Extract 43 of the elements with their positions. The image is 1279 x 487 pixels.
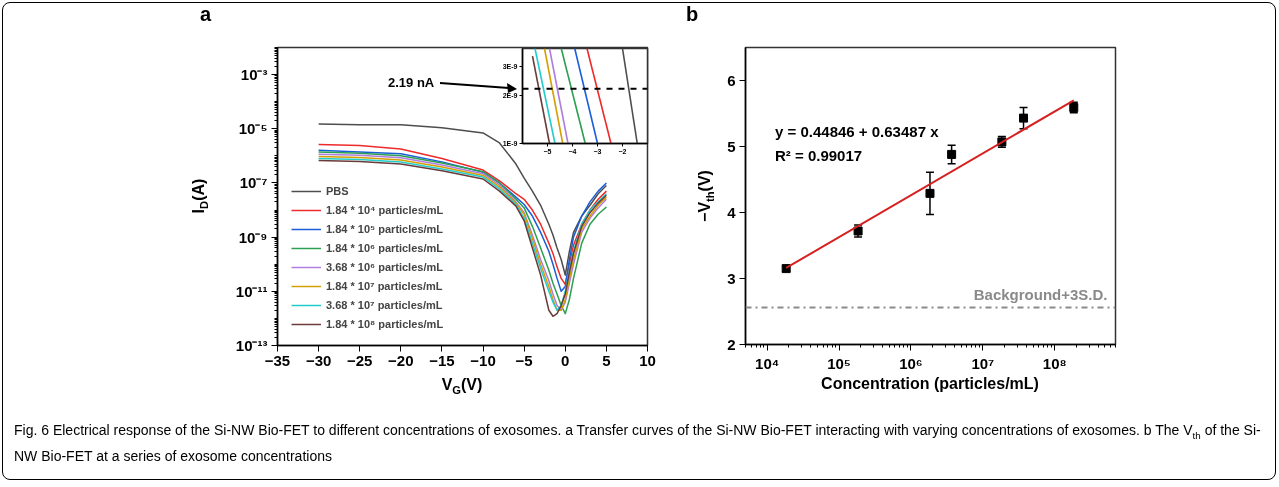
x-tick-label: −10 — [470, 351, 496, 369]
y-tick-label: 10⁻⁹ — [238, 228, 268, 246]
legend-label: 1.84 * 10⁶ particles/mL — [326, 241, 443, 255]
x-tick-label: −35 — [264, 351, 291, 369]
y-tick-label: 2 — [727, 335, 736, 353]
chart-title: b — [686, 3, 699, 26]
x-tick-label: −25 — [347, 351, 373, 369]
x-tick-label: −15 — [429, 351, 455, 369]
x-axis-title: Concentration (particles/mL) — [821, 375, 1039, 393]
legend-label: PBS — [326, 184, 349, 198]
y-tick-label: 10⁻⁷ — [239, 174, 268, 192]
x-tick-label: −30 — [305, 351, 332, 369]
ref-line-label: 2.19 nA — [388, 75, 435, 90]
legend-label: 1.84 * 10⁸ particles/mL — [326, 317, 444, 331]
y-tick-label: 10⁻⁵ — [238, 120, 268, 138]
y-tick-label: 3 — [727, 269, 736, 287]
x-tick-label: 10⁵ — [827, 354, 851, 372]
y-tick-label: 10⁻¹³ — [235, 337, 268, 354]
line-series — [317, 123, 608, 276]
y-tick-label: 10⁻¹¹ — [235, 282, 268, 300]
x-tick-label: 10⁶ — [899, 354, 923, 372]
text: Fig. 6 Electrical response of the Si-NW Bio-FET to different concentrations of exosomes. a Transfer curves of the Si-NW Bio-FET interacting with varying concentrations of exosomes. b The V$_{th}$ of the Si-NW Bio-FET at a series of exosome concentrations — [14, 422, 1261, 464]
annotation: R² = 0.99017 — [775, 147, 863, 164]
x-axis-title: V$_{G}$(V) — [441, 376, 483, 397]
y-tick-label: 10⁻³ — [240, 66, 268, 84]
y-tick-label: 4 — [727, 203, 737, 221]
x-tick-label: 10⁷ — [971, 354, 995, 372]
x-tick-label: 10 — [639, 351, 656, 369]
legend-label: 1.84 * 10⁷ particles/mL — [326, 279, 443, 293]
x-tick-label: 0 — [561, 351, 570, 369]
ref-line-label: Background+3S.D. — [973, 285, 1108, 303]
x-tick-label: 10⁸ — [1042, 354, 1067, 372]
x-tick-label: 5 — [602, 351, 611, 369]
legend-label: 3.68 * 10⁷ particles/mL — [326, 298, 443, 312]
x-tick-label: 10⁴ — [755, 354, 780, 372]
x-tick-label: −5 — [515, 351, 533, 369]
y-tick-label: 6 — [727, 71, 736, 89]
legend-label: 3.68 * 10⁶ particles/mL — [326, 260, 443, 274]
legend-label: 1.84 * 10⁴ particles/mL — [326, 203, 444, 217]
chart-title: a — [200, 3, 212, 26]
annotation: y = 0.44846 + 0.63487 x — [775, 123, 939, 140]
legend-label: 1.84 * 10⁵ particles/mL — [326, 222, 444, 236]
x-tick-label: −20 — [388, 351, 414, 369]
